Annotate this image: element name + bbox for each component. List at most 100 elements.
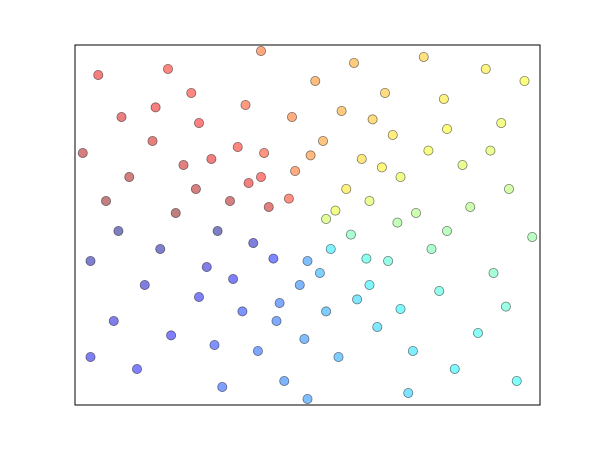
scatter-point [224, 195, 235, 206]
scatter-point [150, 102, 161, 113]
scatter-point [85, 351, 96, 362]
scatter-point [248, 237, 259, 248]
scatter-point [418, 52, 429, 63]
scatter-point [500, 301, 511, 312]
scatter-point [190, 183, 201, 194]
scatter-point [352, 294, 363, 305]
scatter-point [155, 243, 166, 254]
scatter-point [217, 381, 228, 392]
scatter-point [392, 217, 403, 228]
scatter-point [527, 231, 538, 242]
scatter-point [364, 195, 375, 206]
scatter-point [116, 112, 127, 123]
scatter-point [407, 345, 418, 356]
scatter-point [286, 112, 297, 123]
scatter-point [263, 201, 274, 212]
scatter-point [237, 306, 248, 317]
scatter-point [178, 159, 189, 170]
scatter-point [209, 339, 220, 350]
scatter-point [162, 64, 173, 75]
scatter-point [321, 213, 332, 224]
scatter-point [423, 145, 434, 156]
scatter-point [519, 76, 530, 87]
scatter-point [268, 253, 279, 264]
scatter-point [372, 321, 383, 332]
scatter-point [139, 279, 150, 290]
scatter-point [426, 243, 437, 254]
scatter-point [395, 171, 406, 182]
scatter-point [457, 159, 468, 170]
scatter-point [314, 267, 325, 278]
scatter-point [438, 94, 449, 105]
scatter-point [294, 279, 305, 290]
scatter-point [364, 279, 375, 290]
scatter-point [279, 375, 290, 386]
scatter-point [441, 225, 452, 236]
scatter-point [290, 165, 301, 176]
scatter-point [283, 193, 294, 204]
scatter-point [395, 303, 406, 314]
scatter-point [465, 201, 476, 212]
scatter-point [85, 255, 96, 266]
scatter-point [259, 147, 270, 158]
scatter-point [310, 76, 321, 87]
scatter-point [449, 363, 460, 374]
scatter-point [271, 315, 282, 326]
scatter-point [321, 306, 332, 317]
scatter-point [302, 255, 313, 266]
scatter-point [186, 88, 197, 99]
scatter-point [193, 291, 204, 302]
scatter-point [330, 205, 341, 216]
scatter-point [166, 330, 177, 341]
scatter-point [255, 171, 266, 182]
scatter-point [299, 333, 310, 344]
scatter-point [503, 183, 514, 194]
scatter-point [255, 46, 266, 57]
scatter-point [206, 153, 217, 164]
scatter-point [383, 255, 394, 266]
scatter-point [108, 315, 119, 326]
scatter-point [93, 70, 104, 81]
points-layer [77, 46, 538, 404]
scatter-point [356, 153, 367, 164]
scatter-point [274, 297, 285, 308]
scatter-point [441, 124, 452, 135]
scatter-point [147, 135, 158, 146]
scatter-point [511, 375, 522, 386]
scatter-point [302, 393, 313, 404]
scatter-point [113, 225, 124, 236]
scatter-point [333, 351, 344, 362]
scatter-point [228, 273, 239, 284]
scatter-point [201, 261, 212, 272]
scatter-point [240, 100, 251, 111]
scatter-point [472, 327, 483, 338]
scatter-point [403, 387, 414, 398]
scatter-point [387, 129, 398, 140]
axes-frame [74, 44, 541, 406]
scatter-point [243, 177, 254, 188]
scatter-point [361, 253, 372, 264]
scatter-point [232, 141, 243, 152]
scatter-point [305, 150, 316, 161]
scatter-point [410, 207, 421, 218]
scatter-point [480, 64, 491, 75]
scatter-point [336, 106, 347, 117]
scatter-point [367, 114, 378, 125]
scatter-point [341, 183, 352, 194]
scatter-point [345, 229, 356, 240]
scatter-point [434, 285, 445, 296]
scatter-point [252, 345, 263, 356]
scatter-point [317, 135, 328, 146]
scatter-point [212, 225, 223, 236]
scatter-point [124, 171, 135, 182]
scatter-point [379, 88, 390, 99]
scatter-point [325, 243, 336, 254]
scatter-point [488, 267, 499, 278]
scatter-point [496, 118, 507, 129]
scatter-point [77, 147, 88, 158]
scatter-point [485, 145, 496, 156]
plot-area [75, 45, 540, 405]
scatter-point [348, 58, 359, 69]
